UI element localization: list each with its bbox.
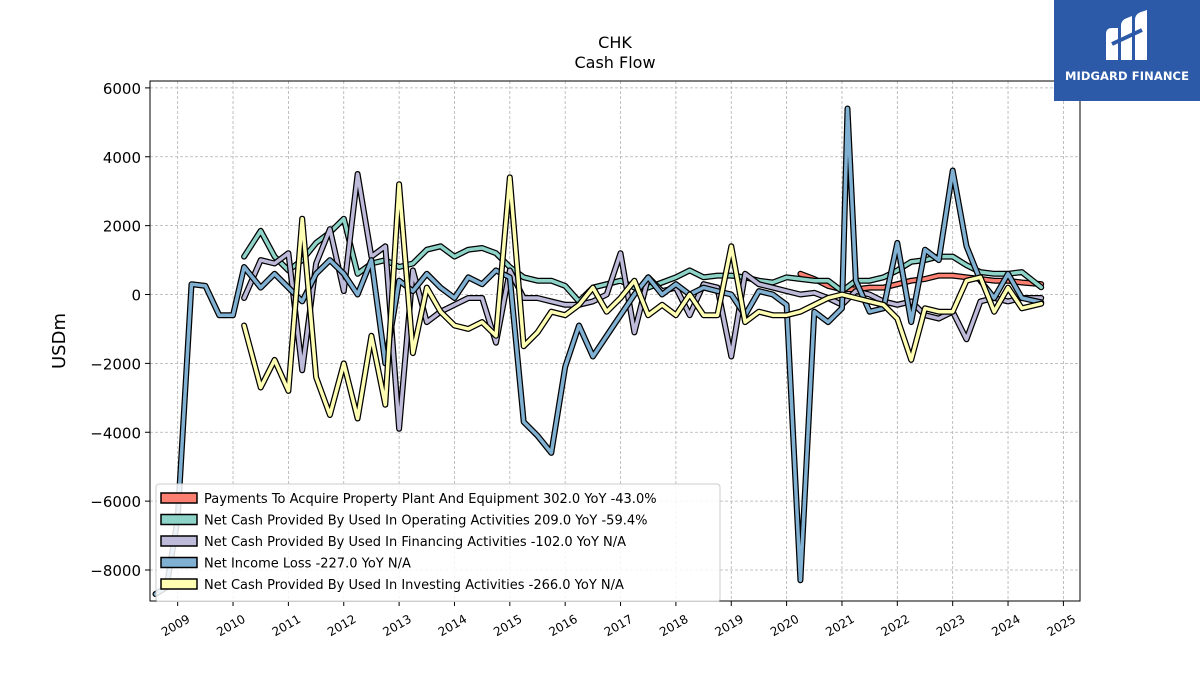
x-tick-label: 2023 <box>934 612 967 639</box>
x-tick-label: 2018 <box>657 612 690 639</box>
legend-entry-label: Net Cash Provided By Used In Operating A… <box>204 514 647 529</box>
x-tick-label: 2017 <box>602 612 635 639</box>
y-tick-label: 0 <box>131 287 141 305</box>
series-layer <box>152 105 1045 598</box>
legend-swatch <box>160 492 198 504</box>
x-tick-label: 2020 <box>768 612 801 639</box>
legend-entry-label: Net Income Loss -227.0 YoY N/A <box>204 557 411 572</box>
y-tick-label: 4000 <box>103 149 141 167</box>
x-tick-label: 2014 <box>436 612 469 639</box>
logo-brand-text: MIDGARD FINANCE <box>1064 69 1190 83</box>
x-tick-label: 2021 <box>823 612 856 639</box>
y-axis-label: USDm <box>49 313 70 369</box>
y-tick-label: −2000 <box>90 355 141 373</box>
legend: Payments To Acquire Property Plant And E… <box>155 483 721 602</box>
chart-subtitle: Cash Flow <box>574 53 656 72</box>
x-tick-label: 2010 <box>214 612 247 639</box>
x-tick-label: 2024 <box>989 612 1022 639</box>
midgard-finance-logo: MIDGARD FINANCE <box>1054 0 1200 101</box>
legend-box <box>155 483 721 602</box>
y-tick-label: 6000 <box>103 80 141 98</box>
chart-title: CHK <box>598 33 632 52</box>
legend-swatch <box>160 535 198 547</box>
x-tick-label: 2015 <box>491 612 524 639</box>
x-tick-label: 2019 <box>713 612 746 639</box>
y-tick-label: −8000 <box>90 562 141 580</box>
series-line <box>153 106 1043 596</box>
grid-layer <box>150 81 1080 601</box>
x-tick-label: 2012 <box>325 612 358 639</box>
series-4 <box>152 105 1045 598</box>
series-line <box>242 175 1043 421</box>
x-tick-label: 2022 <box>879 612 912 639</box>
y-tick-label: −6000 <box>90 493 141 511</box>
x-tick-label: 2025 <box>1045 612 1078 639</box>
legend-swatch <box>160 513 198 526</box>
legend-entry-label: Net Cash Provided By Used In Investing A… <box>204 578 624 593</box>
series-5 <box>241 174 1045 422</box>
legend-entry-label: Net Cash Provided By Used In Financing A… <box>204 535 626 550</box>
legend-swatch <box>160 578 198 590</box>
midgard-logo-icon <box>1106 10 1147 60</box>
legend-entry-label: Payments To Acquire Property Plant And E… <box>204 492 657 507</box>
x-tick-label: 2009 <box>159 612 192 639</box>
x-tick-label: 2016 <box>546 612 579 639</box>
x-tick-label: 2013 <box>380 612 413 639</box>
y-tick-label: −4000 <box>90 424 141 442</box>
x-tick-label: 2011 <box>270 612 303 639</box>
legend-swatch <box>160 556 198 569</box>
y-tick-label: 2000 <box>103 218 141 236</box>
